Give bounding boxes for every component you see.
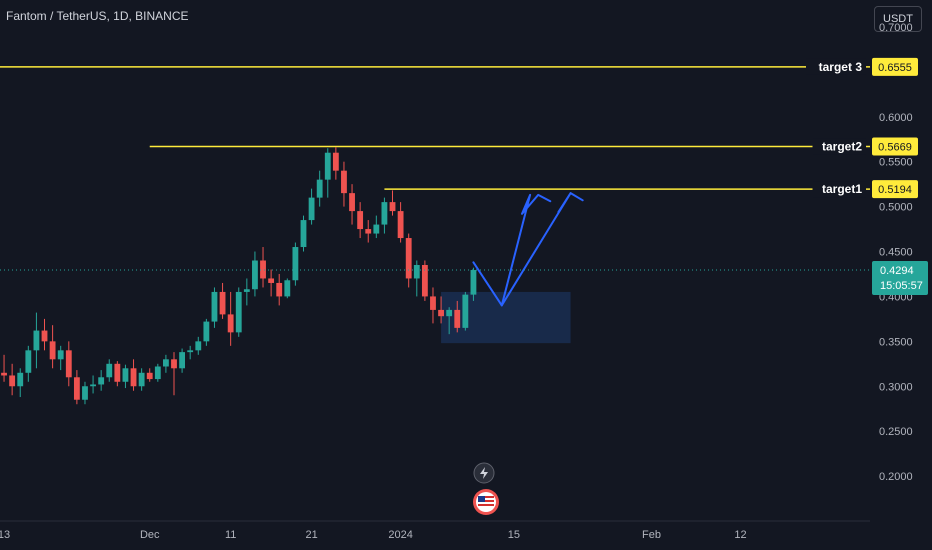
candle-body: [349, 193, 355, 212]
candle-body: [276, 282, 283, 297]
target-price-badge-text-2: 0.5669: [878, 142, 912, 154]
candle-body: [284, 280, 291, 297]
candle-body: [300, 220, 307, 248]
candle-body: [365, 229, 372, 234]
candle-body: [146, 372, 153, 380]
y-tick-label: 0.5000: [879, 202, 913, 214]
target-label-2: target2: [822, 140, 862, 154]
candle-body: [98, 377, 105, 385]
candle-body: [49, 341, 56, 360]
candle-body: [33, 330, 40, 351]
x-tick-label: 12: [734, 529, 746, 541]
y-tick-label: 0.3000: [879, 381, 913, 393]
candle-body: [122, 368, 129, 382]
lightning-icon[interactable]: [473, 462, 495, 484]
candle-body: [195, 341, 202, 351]
x-tick-label: 13: [0, 529, 10, 541]
target-label-3: target1: [822, 182, 862, 196]
candle-body: [243, 289, 250, 292]
candle-body: [17, 372, 24, 387]
candle-body: [446, 309, 453, 317]
candle-body: [73, 377, 80, 400]
target-label-1: target 3: [819, 60, 863, 74]
candle-body: [65, 350, 72, 378]
current-price-badge: [872, 261, 928, 296]
target-price-badge-3: [872, 180, 918, 199]
candle-body: [187, 350, 194, 353]
x-tick-label: 15: [508, 529, 520, 541]
us-flag-event-icon[interactable]: [473, 489, 499, 515]
target-label-bg-1: [806, 58, 866, 75]
candle-body: [138, 372, 145, 387]
currency-button[interactable]: USDT: [874, 6, 922, 32]
candle-body: [260, 260, 266, 279]
candle-body: [9, 375, 16, 387]
candle-body: [41, 330, 48, 342]
countdown-text: 15:05:57: [880, 280, 923, 292]
x-tick-label: 21: [305, 529, 317, 541]
candle-body: [1, 372, 7, 376]
candle-body: [203, 321, 210, 342]
target-label-bg-2: [812, 138, 866, 155]
x-tick-label: Feb: [642, 529, 661, 541]
x-tick-label: Dec: [140, 529, 160, 541]
candle-body: [25, 350, 32, 373]
candle-body: [324, 152, 331, 180]
y-tick-label: 0.2500: [879, 426, 913, 438]
target-price-badge-text-1: 0.6555: [878, 62, 912, 74]
candle-body: [316, 179, 323, 198]
candle-body: [381, 202, 388, 225]
y-tick-label: 0.6000: [879, 112, 913, 124]
candle-body: [130, 368, 137, 387]
current-price-text: 0.4294: [880, 265, 914, 277]
x-tick-label: 11: [225, 529, 236, 541]
y-tick-label: 0.4500: [879, 247, 913, 259]
candle-body: [268, 278, 275, 283]
target-price-badge-text-3: 0.5194: [878, 184, 912, 196]
candle-body: [462, 294, 469, 328]
candle-body: [413, 264, 420, 279]
candle-body: [227, 314, 234, 333]
candle-body: [106, 363, 113, 378]
y-tick-label: 0.7000: [879, 22, 913, 34]
candle-body: [308, 197, 315, 221]
candle-body: [154, 366, 161, 380]
candle-body: [211, 291, 218, 322]
candle-body: [57, 350, 64, 360]
projection-arrow-1: [472, 193, 552, 307]
candle-body: [397, 211, 404, 239]
y-tick-label: 0.2000: [879, 471, 913, 483]
target-label-bg-3: [812, 181, 866, 198]
candle-body: [470, 270, 477, 295]
candle-body: [171, 359, 177, 369]
candle-body: [219, 291, 226, 315]
projection-arrow-2: [500, 192, 584, 307]
candle-body: [114, 363, 121, 382]
candle-body: [82, 386, 88, 400]
candle-body: [438, 309, 444, 317]
candle-body: [430, 296, 436, 310]
candle-body: [332, 152, 339, 171]
candle-body: [454, 309, 461, 328]
y-tick-label: 0.3500: [879, 336, 913, 348]
y-tick-label: 0.5500: [879, 157, 913, 169]
candle-body: [405, 238, 412, 279]
candle-body: [389, 202, 396, 212]
candle-body: [357, 211, 364, 230]
x-tick-label: 2024: [388, 529, 412, 541]
candle-body: [235, 291, 242, 333]
candle-body: [162, 359, 169, 367]
candle-body: [292, 247, 299, 281]
candle-body: [373, 224, 380, 234]
candle-body: [421, 264, 428, 297]
candle-body: [341, 170, 347, 194]
chart-title: Fantom / TetherUS, 1D, BINANCE: [6, 9, 189, 23]
target-price-badge-1: [872, 57, 918, 76]
target-price-badge-2: [872, 137, 918, 156]
candle-body: [179, 352, 186, 369]
candle-body: [90, 384, 96, 387]
candle-body: [252, 260, 258, 290]
